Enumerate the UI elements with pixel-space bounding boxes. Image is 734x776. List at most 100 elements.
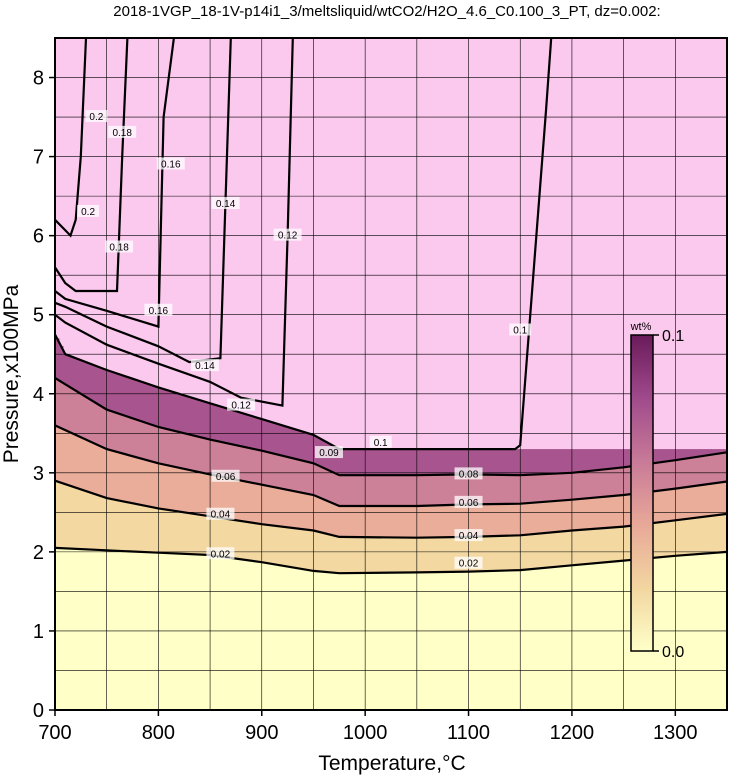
heatmap-cell [475,536,480,572]
heatmap-cell [219,517,224,557]
heatmap-cell [371,475,376,507]
heatmap-cell [603,562,608,710]
heatmap-cell [487,536,492,572]
heatmap-cell [435,572,440,710]
heatmap-cell [439,572,444,710]
heatmap-cell [107,498,112,551]
heatmap-cell [171,466,176,511]
heatmap-cell [455,474,460,505]
heatmap-cell [351,573,356,710]
heatmap-cell [431,505,436,538]
heatmap-cell [227,409,232,444]
heatmap-cell [547,501,552,533]
heatmap-cell [479,504,484,537]
heatmap-cell [75,548,80,710]
heatmap-cell [207,439,212,475]
heatmap-cell [271,486,276,526]
heatmap-cell [507,503,512,536]
heatmap-cell [455,571,460,710]
heatmap-cell [151,461,156,508]
heatmap-cell [175,393,180,432]
heatmap-cell [679,487,684,520]
svg-text:0.1: 0.1 [513,326,527,337]
heatmap-cell [691,449,696,458]
heatmap-cell [191,398,196,436]
heatmap-cell [267,421,272,453]
svg-text:0.09: 0.09 [319,448,339,459]
contour-label: 0.02 [206,547,235,560]
heatmap-cell [607,449,612,469]
heatmap-cell [307,529,312,571]
heatmap-cell [519,569,524,710]
heatmap-cell [375,449,380,476]
heatmap-cell [623,560,628,710]
heatmap-cell [195,471,200,515]
heatmap-cell [599,497,604,529]
contour-label: 0.18 [108,125,137,139]
heatmap-cell [519,503,524,536]
heatmap-cell [455,449,460,475]
heatmap-cell [379,475,384,507]
heatmap-cell [567,499,572,531]
heatmap-cell [271,422,276,454]
heatmap-cell [491,570,496,710]
heatmap-cell [331,445,336,473]
heatmap-cell [319,571,324,710]
heatmap-cell [619,449,624,468]
heatmap-cell [331,472,336,504]
heatmap-cell [163,464,168,510]
heatmap-cell [359,475,364,507]
y-tick-label: 0 [33,700,44,722]
heatmap-cell [295,528,300,569]
heatmap-cell [111,411,116,451]
heatmap-cell [267,486,272,526]
heatmap-cell [243,413,248,448]
heatmap-cell [247,482,252,523]
heatmap-cell [391,537,396,573]
heatmap-cell [571,565,576,710]
heatmap-cell [479,536,484,572]
heatmap-cell [283,527,288,567]
heatmap-cell [279,488,284,527]
heatmap-cell [63,353,68,385]
heatmap-cell [551,473,556,502]
heatmap-cell [487,449,492,475]
heatmap-cell [543,533,548,568]
heatmap-cell [263,451,268,486]
heatmap-cell [255,561,260,710]
heatmap-cell [495,570,500,710]
heatmap-cell [599,528,604,563]
heatmap-cell [171,391,176,431]
contour-label: 0.18 [105,240,134,254]
heatmap-cell [339,536,344,574]
heatmap-cell [607,468,612,497]
heatmap-cell [403,449,408,476]
y-tick-label: 2 [33,542,44,564]
heatmap-cell [303,569,308,710]
heatmap-cell [723,481,727,515]
heatmap-cell [523,449,528,475]
heatmap-cell [315,464,320,497]
heatmap-cell [459,536,464,572]
heatmap-cell [155,386,160,427]
heatmap-cell [143,422,148,460]
heatmap-cell [195,436,200,472]
heatmap-cell [611,561,616,710]
heatmap-cell [575,564,580,710]
heatmap-cell [355,573,360,710]
grid [55,38,727,710]
heatmap-cell [243,559,248,710]
heatmap-cell [479,571,484,710]
heatmap-cell [551,567,556,710]
heatmap-cell [127,455,132,503]
heatmap-cell [103,408,108,449]
heatmap-cell [327,534,332,573]
heatmap-cell [175,553,180,710]
contour-0.08 [55,377,727,477]
heatmap-cell [247,415,252,448]
heatmap-cell [595,497,600,529]
heatmap-cell [167,510,172,554]
svg-text:0.08: 0.08 [459,469,479,480]
heatmap-cell [407,572,412,710]
contour-label: 0.14 [190,359,219,372]
